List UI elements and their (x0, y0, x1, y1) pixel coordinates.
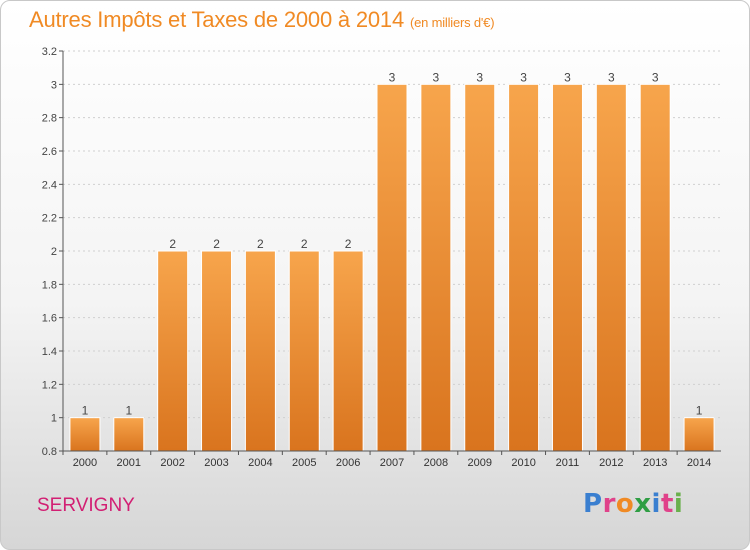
x-tick-label: 2006 (336, 457, 360, 469)
y-tick-label: 0.8 (42, 446, 57, 458)
bar-2002 (157, 250, 189, 452)
bar-2014 (683, 417, 715, 452)
bar-2007 (376, 83, 408, 452)
y-tick-label: 1 (51, 413, 57, 425)
x-tick-label: 2004 (248, 457, 272, 469)
y-tick-label: 3.2 (42, 46, 57, 58)
data-label: 2 (213, 237, 220, 251)
x-tick-label: 2007 (380, 457, 404, 469)
commune-name: SERVIGNY (37, 495, 135, 516)
logo-letter: i (673, 489, 684, 519)
y-tick-label: 2.6 (42, 146, 57, 158)
bar-2010 (508, 83, 540, 452)
logo-letter: t (660, 489, 674, 519)
data-label: 3 (652, 70, 659, 84)
data-label: 3 (433, 70, 440, 84)
y-tick-label: 2.8 (42, 113, 57, 125)
logo-letter: P (583, 489, 603, 519)
x-tick-label: 2010 (511, 457, 535, 469)
y-tick-label: 1.8 (42, 279, 57, 291)
bar-2011 (551, 83, 583, 452)
data-label: 2 (169, 237, 176, 251)
y-tick-label: 2.2 (42, 213, 57, 225)
y-tick-label: 1.6 (42, 313, 57, 325)
bar-2003 (201, 250, 233, 452)
bar-2005 (288, 250, 320, 452)
data-label: 1 (696, 404, 703, 418)
logo-letter: o (615, 489, 635, 519)
chart-subtitle: (en milliers d'€) (410, 15, 495, 30)
data-label: 2 (257, 237, 264, 251)
y-tick-label: 3 (51, 79, 57, 91)
logo-letter: r (602, 489, 616, 519)
data-label: 3 (520, 70, 527, 84)
data-label: 3 (564, 70, 571, 84)
x-tick-label: 2014 (687, 457, 711, 469)
x-tick-label: 2005 (292, 457, 316, 469)
bar-2013 (639, 83, 671, 452)
data-label: 3 (389, 70, 396, 84)
x-tick-label: 2011 (556, 457, 580, 469)
chart-title-text: Autres Impôts et Taxes de 2000 à 2014 (29, 7, 405, 32)
x-tick-label: 2012 (599, 457, 623, 469)
y-tick-label: 2 (51, 246, 57, 258)
x-tick-label: 2008 (424, 457, 448, 469)
y-tick-label: 1.4 (42, 346, 57, 358)
data-label: 2 (301, 237, 308, 251)
y-tick-label: 1.2 (42, 379, 57, 391)
bar-2009 (464, 83, 496, 452)
x-tick-label: 2002 (160, 457, 184, 469)
axes: 0.8 1 1.2 1.4 1.6 1.8 2 2.2 2.4 2.6 2.8 3 3.2 2000 200… (42, 46, 721, 469)
bar-2004 (244, 250, 276, 452)
data-label: 3 (608, 70, 615, 84)
bar-2006 (332, 250, 364, 452)
data-label: 3 (476, 70, 483, 84)
data-label: 1 (125, 404, 132, 418)
x-tick-label: 2000 (73, 457, 97, 469)
bar-2008 (420, 83, 452, 452)
x-tick-label: 2001 (117, 457, 141, 469)
data-label: 2 (345, 237, 352, 251)
proxiti-logo[interactable]: Proxiti (583, 489, 683, 519)
bars: 1 1 2 2 2 2 2 3 3 3 3 3 3 3 1 (69, 70, 715, 452)
chart-title: Autres Impôts et Taxes de 2000 à 2014 (en… (29, 7, 495, 33)
bar-2001 (113, 417, 145, 452)
logo-letter: i (651, 489, 661, 519)
data-label: 1 (82, 404, 89, 418)
logo-letter: x (634, 489, 652, 519)
bar-2012 (595, 83, 627, 452)
x-tick-label: 2013 (643, 457, 667, 469)
y-tick-label: 2.4 (42, 179, 57, 191)
x-tick-label: 2003 (204, 457, 228, 469)
bar-2000 (69, 417, 101, 452)
x-tick-label: 2009 (467, 457, 491, 469)
